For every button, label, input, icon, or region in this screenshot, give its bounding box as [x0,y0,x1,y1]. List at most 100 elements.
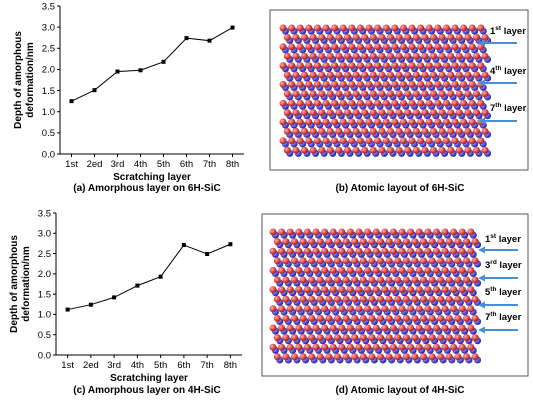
atom-carbon [445,334,453,342]
atom-carbon [420,276,427,284]
atom-carbon [434,99,442,107]
atom-carbon [455,146,463,154]
atom-carbon [398,324,406,332]
atom-carbon [269,228,277,236]
atom-carbon [338,286,346,294]
atom-carbon [273,276,281,284]
atom-carbon [338,324,346,332]
atom-carbon [305,99,313,107]
atom-carbon [425,80,433,88]
atom-carbon [364,286,372,294]
atom-carbon [432,324,440,332]
x-tick-label: 1st [65,159,78,170]
atom-carbon [455,52,463,60]
y-tick-label: 2.0 [38,269,51,280]
atom-carbon [430,146,437,154]
atom-carbon [437,314,445,322]
x-tick-label: 5th [157,159,170,170]
atom-carbon [278,324,286,332]
atom-carbon [279,137,287,145]
atom-carbon [455,33,463,41]
y-axis-title-line: deformation/nm [25,42,36,118]
atom-carbon [468,99,476,107]
atom-carbon [291,334,298,342]
atom-carbon [273,314,281,322]
layer-word: layer [497,260,522,271]
atom-carbon [288,43,296,51]
atom-carbon [308,314,316,322]
atom-carbon [395,52,403,60]
atom-carbon [334,314,341,322]
atom-carbon [471,295,479,303]
atom-carbon [342,334,350,342]
atom-carbon [464,109,472,117]
atom-carbon [359,334,367,342]
atom-carbon [425,62,433,70]
atom-carbon [325,295,333,303]
atom-carbon [308,238,316,246]
atom-carbon [430,52,437,60]
atom-carbon [471,353,479,361]
atom-carbon [342,314,350,322]
atom-carbon [412,146,420,154]
atom-carbon [417,118,425,126]
layer-ordinal-suffix: rd [490,259,497,266]
atom-carbon [381,266,389,274]
atom-carbon [387,109,394,117]
atom-carbon [331,43,339,51]
atom-carbon [318,71,326,79]
atom-carbon [303,266,311,274]
atom-carbon [407,266,415,274]
atom-carbon [326,71,334,79]
atom-carbon [441,266,449,274]
atom-carbon [344,33,351,41]
caption-a: (a) Amorphous layer on 6H-SiC [73,183,220,194]
atom-carbon [269,286,277,294]
atom-carbon [415,228,423,236]
atom-carbon [463,257,470,265]
atom-carbon [395,90,403,98]
atom-carbon [365,137,373,145]
atom-carbon [339,62,347,70]
atom-carbon [361,109,369,117]
layer-ordinal-suffix: st [490,233,497,240]
atom-carbon [445,257,453,265]
atom-carbon [430,33,437,41]
layer-word: layer [501,103,526,114]
atom-carbon [348,118,356,126]
layer-arrow-head [478,79,485,87]
atom-carbon [417,99,425,107]
atom-carbon [458,228,466,236]
atom-carbon [356,99,364,107]
atom-carbon [374,62,382,70]
layer-number: 1 [485,234,491,245]
atom-carbon [296,118,304,126]
atom-carbon [378,109,386,117]
atom-carbon [458,286,466,294]
atom-carbon [355,266,363,274]
atom-carbon [455,109,463,117]
atom-carbon [335,146,343,154]
atom-carbon [301,71,308,79]
atom-carbon [356,118,364,126]
atom-carbon [346,343,354,351]
atom-carbon [398,266,406,274]
y-tick-label: 1.0 [38,310,51,321]
atom-carbon [339,80,347,88]
atom-carbon [309,127,317,135]
data-point [135,283,140,288]
atom-carbon [313,43,321,51]
atom-carbon [283,109,291,117]
atom-carbon [364,247,372,255]
atom-carbon [359,314,367,322]
atom-carbon [308,257,316,265]
atom-carbon [339,99,347,107]
atom-carbon [394,276,402,284]
atom-carbon [369,109,377,117]
atom-carbon [334,353,341,361]
atom-carbon [312,286,320,294]
atom-carbon [351,295,359,303]
atom-carbon [424,286,432,294]
atom-carbon [291,257,298,265]
atom-carbon [389,286,397,294]
